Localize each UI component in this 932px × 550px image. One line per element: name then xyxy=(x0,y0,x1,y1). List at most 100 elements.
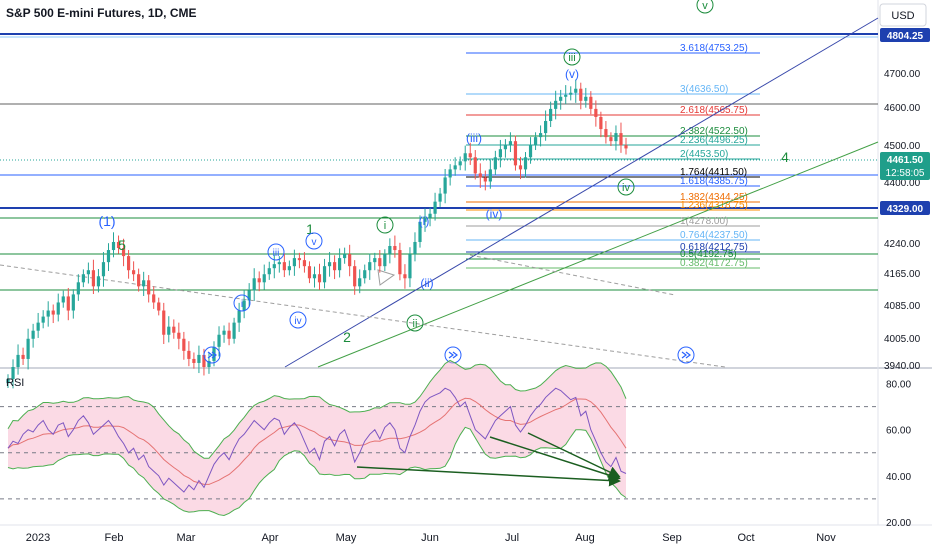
candle-body[interactable] xyxy=(277,262,281,265)
divergence-arrow[interactable] xyxy=(527,432,621,478)
candle-body[interactable] xyxy=(272,264,276,269)
candle-body[interactable] xyxy=(488,169,492,182)
candle-body[interactable] xyxy=(147,280,151,295)
candle-body[interactable] xyxy=(569,92,573,95)
candle-body[interactable] xyxy=(513,141,518,166)
candle-body[interactable] xyxy=(182,338,186,351)
currency-button[interactable] xyxy=(879,3,927,27)
candle-body[interactable] xyxy=(463,153,467,162)
candle-body[interactable] xyxy=(192,358,196,363)
chevron-right-icon[interactable] xyxy=(677,346,695,364)
candle-body[interactable] xyxy=(523,157,528,170)
rsi-ma-line[interactable] xyxy=(7,397,627,485)
candle-body[interactable] xyxy=(116,241,121,249)
candle-body[interactable] xyxy=(101,262,106,277)
fib-extension[interactable]: 3.618(4753.25) 3(4636.50) 2.618(4565.75) 2.… xyxy=(466,43,760,269)
candle-body[interactable] xyxy=(71,294,75,311)
candle-body[interactable] xyxy=(242,300,246,311)
candle-body[interactable] xyxy=(358,278,362,287)
candle-body[interactable] xyxy=(398,250,402,275)
candle-body[interactable] xyxy=(81,274,85,283)
candle-body[interactable] xyxy=(453,165,457,170)
candle-body[interactable] xyxy=(579,88,583,101)
candle-body[interactable] xyxy=(252,278,256,291)
candle-body[interactable] xyxy=(348,254,352,267)
candle-body[interactable] xyxy=(202,354,206,367)
candle-body[interactable] xyxy=(332,262,337,271)
divergence-arrow[interactable] xyxy=(356,466,621,487)
candle-body[interactable] xyxy=(41,316,45,323)
candle-body[interactable] xyxy=(363,270,367,279)
candle-body[interactable] xyxy=(322,266,327,283)
candle-body[interactable] xyxy=(604,129,608,138)
candle-body[interactable] xyxy=(493,157,497,170)
candle-body[interactable] xyxy=(111,241,116,251)
candle-body[interactable] xyxy=(292,258,296,267)
candle-body[interactable] xyxy=(317,274,322,283)
candle-body[interactable] xyxy=(51,310,55,315)
price-axis[interactable]: 4700.00 4600.00 4500.00 4400.00 4240.00 4165.… xyxy=(880,28,930,372)
candle-body[interactable] xyxy=(76,282,80,295)
candle-body[interactable] xyxy=(373,258,377,263)
candle-body[interactable] xyxy=(383,254,387,267)
rsi-line[interactable] xyxy=(7,387,627,493)
candle-body[interactable] xyxy=(167,326,171,335)
candle-body[interactable] xyxy=(61,296,65,303)
candle-body[interactable] xyxy=(217,334,221,347)
candle-body[interactable] xyxy=(549,108,553,121)
candle-body[interactable] xyxy=(388,246,392,255)
candle-body[interactable] xyxy=(56,302,60,315)
candle-body[interactable] xyxy=(473,157,477,174)
candle-body[interactable] xyxy=(594,108,598,117)
divergence-arrow[interactable] xyxy=(489,436,621,481)
candle-body[interactable] xyxy=(36,322,40,331)
candle-body[interactable] xyxy=(11,367,15,380)
candle-body[interactable] xyxy=(197,354,201,363)
candle-body[interactable] xyxy=(257,278,261,283)
candle-body[interactable] xyxy=(137,274,141,287)
candle-body[interactable] xyxy=(338,258,342,271)
rsi-panel[interactable] xyxy=(0,359,878,517)
candle-body[interactable] xyxy=(544,120,548,134)
chevron-right-icon[interactable] xyxy=(203,346,221,364)
candle-body[interactable] xyxy=(207,360,211,367)
candle-body[interactable] xyxy=(533,137,538,146)
candle-body[interactable] xyxy=(106,250,111,263)
candle-body[interactable] xyxy=(31,330,35,339)
candle-body[interactable] xyxy=(518,165,523,170)
candle-body[interactable] xyxy=(126,256,131,271)
candle-body[interactable] xyxy=(393,246,397,251)
candle-body[interactable] xyxy=(16,354,20,367)
trend-line-blue[interactable] xyxy=(284,17,879,368)
candle-body[interactable] xyxy=(6,379,10,384)
candle-body[interactable] xyxy=(353,266,357,287)
candle-body[interactable] xyxy=(428,213,432,218)
candle-body[interactable] xyxy=(237,310,241,323)
candle-body[interactable] xyxy=(423,217,427,222)
candle-body[interactable] xyxy=(538,133,543,138)
candle-body[interactable] xyxy=(26,338,30,359)
candle-body[interactable] xyxy=(247,290,251,301)
candle-body[interactable] xyxy=(614,133,618,142)
candle-body[interactable] xyxy=(403,274,407,279)
candle-body[interactable] xyxy=(46,310,50,317)
candle-body[interactable] xyxy=(574,88,578,93)
candle-body[interactable] xyxy=(458,161,462,166)
candle-body[interactable] xyxy=(282,262,286,271)
candle-body[interactable] xyxy=(498,149,502,158)
candle-body[interactable] xyxy=(408,254,412,279)
candle-body[interactable] xyxy=(599,116,603,130)
candle-body[interactable] xyxy=(559,96,563,101)
candle-body[interactable] xyxy=(172,326,176,333)
candle-body[interactable] xyxy=(448,169,452,178)
elliott-wave-labels[interactable]: v iii (v) (iii) (iv) iv (i) (ii) i ii (1… xyxy=(98,0,789,345)
rsi-lower-band[interactable] xyxy=(7,426,627,517)
candle-body[interactable] xyxy=(187,350,191,359)
candle-body[interactable] xyxy=(312,274,317,279)
candle-body[interactable] xyxy=(327,262,332,267)
candle-body[interactable] xyxy=(162,310,166,335)
candle-body[interactable] xyxy=(609,137,613,142)
candle-body[interactable] xyxy=(121,248,126,257)
candle-body[interactable] xyxy=(554,100,558,109)
